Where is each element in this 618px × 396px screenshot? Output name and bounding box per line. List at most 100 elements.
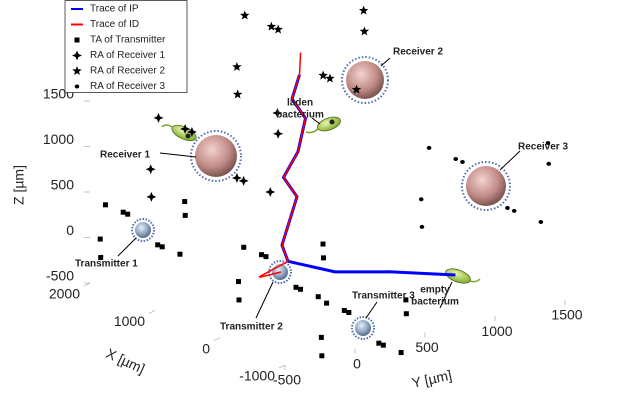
annotation: laden	[287, 98, 313, 109]
pointer	[439, 281, 453, 309]
pointer	[159, 152, 197, 158]
x-tick	[148, 310, 156, 314]
ta-point	[159, 244, 165, 250]
ra-point	[358, 5, 369, 15]
ta-point	[324, 300, 330, 306]
ra-point	[231, 173, 242, 183]
legend-marker	[72, 50, 82, 61]
annotation: bacterium	[411, 297, 459, 308]
annotation: Receiver 2	[393, 47, 443, 58]
annotation: Receiver 3	[518, 142, 568, 153]
ra-point	[545, 141, 551, 146]
ta-point	[318, 334, 324, 340]
ra-point	[232, 61, 242, 71]
ra-point	[359, 26, 370, 36]
ta-point	[241, 244, 247, 250]
ta-point	[293, 284, 299, 290]
ra-point	[146, 191, 157, 202]
y-tick-label: 1500	[551, 307, 582, 323]
z-tick-label: -500	[46, 268, 74, 284]
ta-point	[102, 202, 108, 208]
pointer	[311, 117, 321, 125]
receiver-sphere	[461, 161, 511, 211]
ta-point	[380, 342, 386, 348]
y-tick-label: 0	[353, 355, 361, 371]
pointer	[365, 301, 378, 319]
y-axis-label: Y [µm]	[410, 367, 453, 391]
ra-point	[511, 208, 517, 213]
ra-point	[546, 161, 552, 166]
transmitter-sphere	[131, 218, 155, 242]
annotation: Transmitter 2	[220, 322, 283, 333]
pointer	[117, 237, 137, 257]
ra-point	[266, 21, 277, 31]
x-tick	[83, 282, 91, 287]
legend: Trace of IP Trace of ID TA of Transmitter R…	[64, 0, 188, 93]
trace-line	[258, 52, 307, 278]
y-tick-label: 1000	[481, 323, 512, 339]
ra-point	[240, 10, 250, 20]
ra-point	[351, 84, 362, 94]
ta-point	[346, 310, 352, 316]
ta-point	[320, 241, 326, 247]
ta-point	[182, 199, 188, 205]
ra-point	[418, 197, 424, 202]
legend-label: RA of Receiver 2	[90, 66, 165, 77]
ra-point	[426, 145, 432, 150]
z-tick-label: 500	[51, 177, 75, 193]
ta-point	[125, 211, 131, 217]
ta-point	[319, 353, 325, 359]
x-axis-label: X [µm]	[104, 345, 148, 377]
x-tick-label: 0	[202, 340, 210, 356]
ra-point	[273, 128, 284, 139]
ta-point	[120, 209, 126, 215]
ra-point	[505, 205, 510, 210]
z-tick-label: 1000	[43, 131, 74, 147]
ta-point	[298, 286, 303, 292]
y-tick-label: -500	[273, 372, 301, 388]
legend-label: TA of Transmitter	[90, 35, 166, 46]
ta-point	[236, 279, 241, 285]
legend-marker	[74, 84, 80, 89]
ta-point	[321, 255, 326, 261]
ra-point	[318, 70, 328, 80]
x-tick	[213, 337, 221, 341]
ra-point	[419, 224, 425, 229]
ta-point	[236, 297, 242, 303]
pointer	[380, 57, 391, 67]
legend-label: Trace of IP	[90, 4, 139, 15]
ta-point	[98, 254, 104, 260]
legend-marker	[72, 66, 82, 75]
ta-point	[398, 350, 404, 356]
y-tick-label: 500	[415, 339, 439, 355]
ra-point	[460, 159, 465, 164]
ra-point	[538, 220, 544, 225]
legend-label: Trace of ID	[90, 19, 139, 30]
ta-point	[97, 236, 103, 242]
x-tick-label: 1000	[114, 313, 145, 329]
pointer	[499, 150, 521, 171]
annotation: Receiver 1	[100, 150, 150, 161]
ra-point	[325, 73, 335, 83]
annotation: bacterium	[276, 110, 324, 121]
annotation: Transmitter 3	[352, 291, 415, 302]
annotation: empty	[420, 285, 450, 296]
ta-point	[259, 252, 264, 258]
annotation: Transmitter 1	[75, 259, 138, 270]
ra-point	[153, 112, 164, 123]
legend-label: RA of Receiver 1	[90, 50, 165, 61]
receiver-sphere	[190, 130, 242, 182]
ra-point	[273, 24, 283, 34]
ra-point	[265, 187, 276, 197]
ta-point	[182, 212, 188, 218]
x-tick-label: 2000	[49, 286, 80, 302]
ta-point	[177, 251, 183, 257]
z-axis-label: Z [µm]	[11, 165, 27, 205]
ra-point	[180, 124, 191, 134]
ra-point	[453, 156, 459, 161]
ra-point	[232, 89, 243, 99]
ta-point	[376, 340, 382, 346]
ta-point	[155, 242, 161, 248]
